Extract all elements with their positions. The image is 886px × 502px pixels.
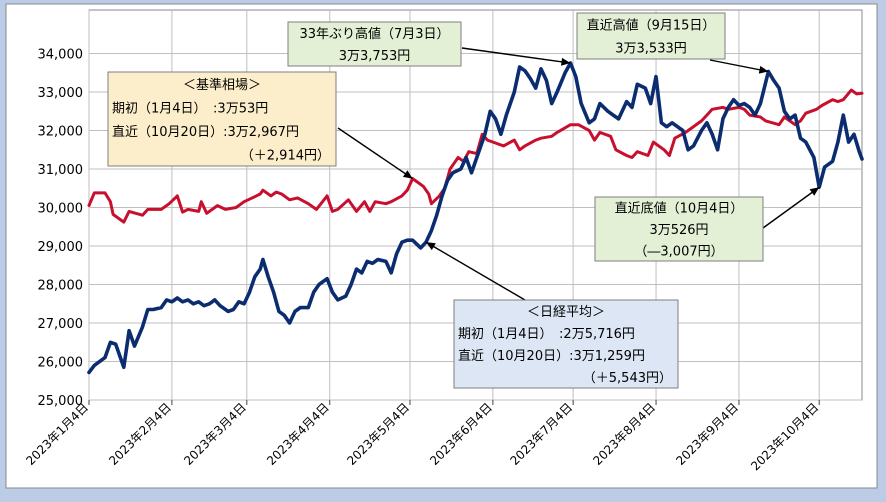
annotation-text-base: 期初（1月4日） :3万53円 — [112, 101, 268, 116]
annotation-text-recentlow: 直近底値（10月4日） — [615, 201, 744, 217]
annotation-text-nikkei: 期初（1月4日） :2万5,716円 — [458, 327, 635, 342]
annotation-arrow-line — [461, 47, 571, 64]
annotation-text-base: （＋2,914円） — [241, 148, 330, 163]
annotation-arrow-head — [809, 187, 820, 196]
y-tick-label: 32,000 — [38, 125, 84, 140]
y-tick-label: 29,000 — [38, 240, 84, 255]
annotation-box-nikkei — [453, 299, 679, 389]
annotation-text-nikkei: （＋5,543円） — [583, 371, 672, 386]
annotation-arrow-head — [426, 242, 436, 251]
y-tick-label: 33,000 — [38, 86, 84, 101]
y-tick-label: 26,000 — [38, 356, 84, 371]
annotation-arrow-head — [758, 65, 769, 74]
annotation-box-recenthigh — [576, 12, 726, 60]
annotation-text-recenthigh: 直近高値（9月15日） — [587, 18, 716, 34]
annotation-text-base: ＜基準相場＞ — [183, 77, 261, 93]
y-tick-label: 30,000 — [38, 202, 84, 217]
annotation-arrow-head — [560, 57, 571, 66]
annotation-text-high33: 33年ぶり高値（7月3日） — [299, 26, 449, 42]
annotation-arrow-head — [402, 170, 413, 179]
annotation-arrow-line — [762, 186, 820, 229]
annotation-box-high33 — [287, 21, 462, 67]
annotation-arrow-line — [425, 241, 526, 301]
annotation-box-base — [107, 71, 337, 167]
series-line-base — [87, 88, 864, 224]
y-tick-label: 28,000 — [38, 279, 84, 294]
annotation-text-recentlow: 3万526円 — [649, 223, 708, 238]
annotation-box-recentlow — [594, 196, 764, 262]
annotation-text-nikkei: ＜日経平均＞ — [527, 305, 605, 320]
annotation-text-nikkei: 直近（10月20日）:3万1,259円 — [458, 349, 645, 364]
annotation-arrow-line — [337, 127, 414, 180]
annotation-arrow-line — [709, 59, 769, 73]
annotation-text-recentlow: （―3,007円） — [634, 244, 723, 259]
y-tick-label: 34,000 — [38, 48, 84, 63]
y-tick-label: 31,000 — [38, 163, 84, 178]
annotation-text-high33: 3万3,753円 — [339, 49, 411, 64]
y-tick-label: 25,000 — [38, 394, 84, 409]
series-line-nikkei — [87, 61, 864, 375]
y-tick-label: 27,000 — [38, 317, 84, 332]
annotation-text-recenthigh: 3万3,533円 — [615, 42, 687, 57]
annotation-text-base: 直近（10月20日）:3万2,967円 — [112, 125, 299, 140]
